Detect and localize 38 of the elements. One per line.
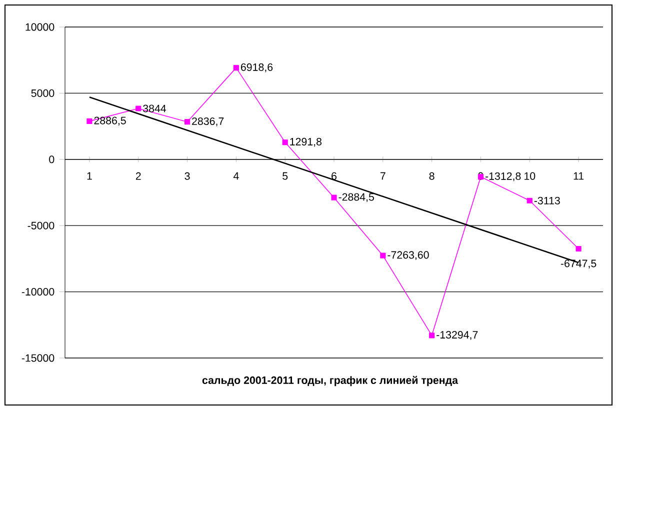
y-tick-label: -5000	[28, 222, 54, 230]
x-tick-label: 3	[184, 172, 190, 180]
data-label: 3844	[143, 104, 166, 112]
x-tick-label: 10	[524, 172, 536, 180]
data-label: 2886,5	[94, 116, 126, 126]
y-tick-label: -15000	[22, 354, 54, 362]
data-label: -3113	[534, 196, 560, 204]
point	[576, 246, 582, 252]
point	[233, 65, 239, 71]
x-tick-label: 11	[574, 172, 584, 180]
point	[184, 119, 190, 125]
point	[282, 139, 288, 146]
point	[86, 118, 92, 124]
point	[380, 252, 386, 258]
data-label: -2884,5	[338, 193, 374, 202]
y-tick-label: 0	[49, 156, 54, 164]
y-tick-label: 10000	[26, 23, 54, 31]
data-label: -6747,5	[560, 260, 596, 268]
x-tick-label: 4	[233, 172, 239, 180]
y-tick-label: 5000	[31, 89, 54, 97]
x-tick-label: 5	[282, 172, 288, 180]
text: сальдо 2001-2011 годы, график с линией тренда	[202, 376, 458, 386]
x-tick-label: 7	[380, 172, 386, 180]
data-label: 6918,6	[240, 63, 273, 72]
data-label: 1291,8	[290, 138, 322, 147]
data-label: 2836,7	[192, 117, 224, 126]
data-label: -1312,8	[485, 172, 521, 182]
x-tick-label: 8	[429, 172, 434, 180]
x-tick-label: 6	[332, 172, 336, 180]
point	[136, 106, 142, 112]
x-tick-label: 2	[136, 172, 141, 180]
data-label: -13294,7	[436, 331, 478, 340]
point	[331, 194, 337, 200]
x-tick-label: 1	[87, 172, 92, 180]
y-tick-label: -10000	[22, 288, 54, 296]
point	[526, 198, 532, 204]
data-label: -7263,60	[388, 251, 429, 260]
point	[429, 332, 435, 338]
